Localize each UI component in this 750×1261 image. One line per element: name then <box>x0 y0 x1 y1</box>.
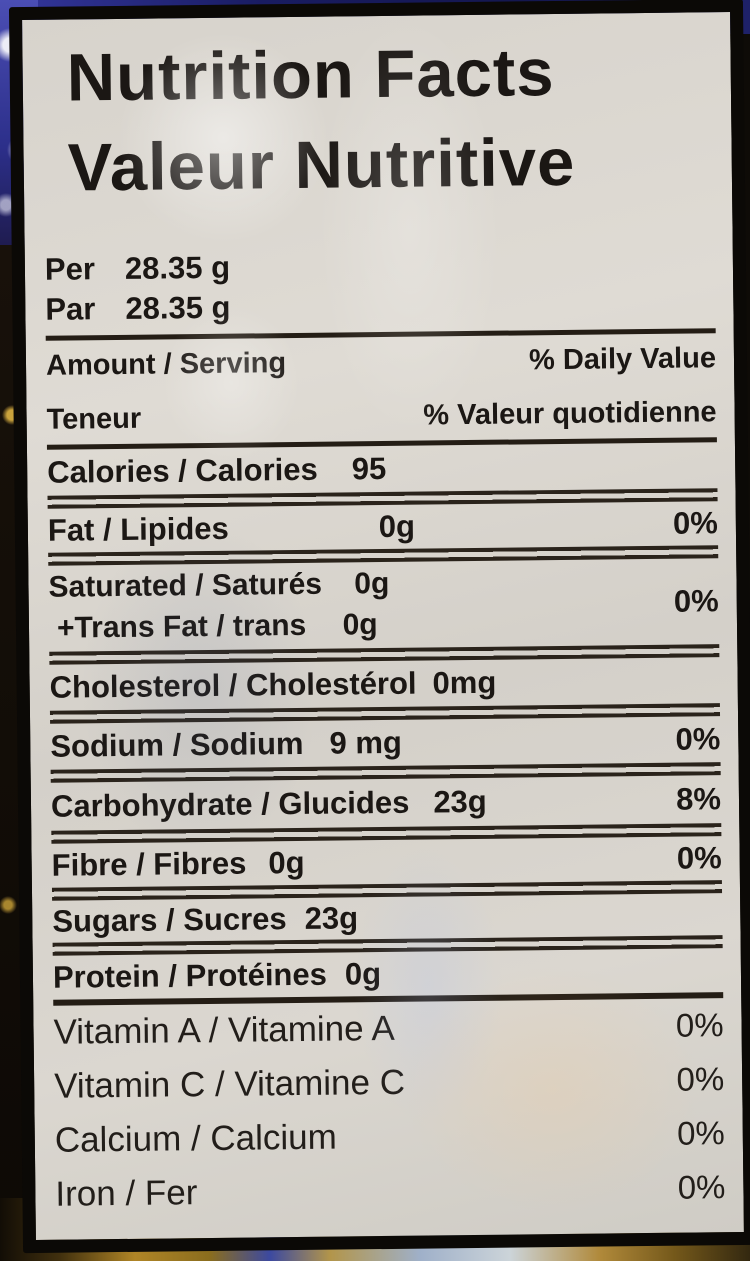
cholesterol-amount: 0mg <box>432 664 497 701</box>
saturated-trans-lines: Saturated / Saturés 0g +Trans Fat / tran… <box>48 562 390 652</box>
calcium-label: Calcium / Calcium <box>54 1117 338 1160</box>
row-fat-left: Fat / Lipides 0g <box>48 509 415 549</box>
row-protein: Protein / Protéines 0g <box>53 948 723 1000</box>
fibre-percent: 0% <box>676 840 722 876</box>
row-fat: Fat / Lipides 0g 0% <box>48 501 718 553</box>
row-saturated-trans: Saturated / Saturés 0g +Trans Fat / tran… <box>48 558 719 652</box>
daily-value-label: % Daily Value <box>528 342 717 377</box>
vitamin-a-label: Vitamin A / Vitamine A <box>53 1008 395 1052</box>
row-calories-left: Calories / Calories 95 <box>47 451 386 491</box>
protein-label: Protein / Protéines <box>52 956 328 995</box>
calcium-percent: 0% <box>676 1114 725 1152</box>
label-title: Nutrition Facts Valeur Nutritive <box>42 26 714 214</box>
sugars-label: Sugars / Sucres <box>52 901 287 939</box>
par-label: Par <box>45 291 96 327</box>
row-vitamin-c: Vitamin C / Vitamine C 0% <box>54 1052 725 1114</box>
row-fibre: Fibre / Fibres 0g 0% <box>51 836 721 888</box>
title-french: Valeur Nutritive <box>67 124 576 206</box>
row-calcium: Calcium / Calcium 0% <box>55 1106 726 1168</box>
fat-percent: 0% <box>672 505 719 541</box>
serving-par-row: Par 28.35 g <box>45 282 715 330</box>
row-carbohydrate: Carbohydrate / Glucides 23g 8% <box>51 775 722 831</box>
sodium-percent: 0% <box>675 721 721 757</box>
row-cholesterol: Cholesterol / Cholestérol 0mg <box>49 657 719 711</box>
carbohydrate-percent: 8% <box>675 781 722 817</box>
trans-amount: 0g <box>342 608 378 642</box>
trans-line: +Trans Fat / trans 0g <box>49 608 390 646</box>
row-sodium: Sodium / Sodium 9 mg 0% <box>50 716 720 770</box>
amount-serving-label: Amount / Serving <box>45 347 287 382</box>
saturated-trans-percent: 0% <box>673 583 719 619</box>
vitamin-a-percent: 0% <box>675 1006 724 1044</box>
carbohydrate-label: Carbohydrate / Glucides <box>50 784 410 824</box>
fibre-label: Fibre / Fibres <box>51 845 247 883</box>
protein-amount: 0g <box>344 956 382 992</box>
teneur-label: Teneur <box>46 402 142 436</box>
title-english: Nutrition Facts <box>66 35 555 116</box>
calories-amount: 95 <box>351 450 387 487</box>
fat-label: Fat / Lipides <box>47 510 229 548</box>
row-calories: Calories / Calories 95 <box>47 442 717 496</box>
calories-label: Calories / Calories <box>47 451 318 490</box>
row-sodium-left: Sodium / Sodium 9 mg <box>50 725 402 765</box>
sodium-amount: 9 mg <box>329 724 403 761</box>
sodium-label: Sodium / Sodium <box>50 725 304 764</box>
label-content: Nutrition Facts Valeur Nutritive Per 28.… <box>22 12 744 1240</box>
row-cholesterol-left: Cholesterol / Cholestérol 0mg <box>49 665 496 706</box>
fibre-amount: 0g <box>268 844 305 881</box>
vitamin-c-label: Vitamin C / Vitamine C <box>53 1062 406 1106</box>
saturated-amount: 0g <box>354 566 390 601</box>
trans-label: +Trans Fat / trans <box>56 608 307 645</box>
vitamin-c-percent: 0% <box>676 1060 725 1098</box>
serving-size-block: Per 28.35 g Par 28.35 g <box>45 242 716 330</box>
iron-percent: 0% <box>677 1168 726 1206</box>
row-iron: Iron / Fer 0% <box>55 1160 726 1222</box>
row-fibre-left: Fibre / Fibres 0g <box>51 845 304 884</box>
per-value: 28.35 g <box>124 249 231 286</box>
row-sugars-left: Sugars / Sucres 23g <box>52 900 358 939</box>
valeur-quotidienne-label: % Valeur quotidienne <box>423 396 717 432</box>
nutrition-facts-label: Nutrition Facts Valeur Nutritive Per 28.… <box>8 0 750 1254</box>
per-label: Per <box>44 251 96 287</box>
saturated-line: Saturated / Saturés 0g <box>48 567 389 605</box>
amount-header: Amount / Serving Teneur <box>46 347 287 437</box>
carbohydrate-amount: 23g <box>433 783 487 820</box>
row-protein-left: Protein / Protéines 0g <box>53 956 381 996</box>
par-value: 28.35 g <box>125 289 231 326</box>
daily-value-header: % Daily Value % Valeur quotidienne <box>423 342 717 432</box>
saturated-label: Saturated / Saturés <box>48 567 323 604</box>
row-carbohydrate-left: Carbohydrate / Glucides 23g <box>51 784 487 825</box>
sugars-amount: 23g <box>304 900 359 936</box>
row-vitamin-a: Vitamin A / Vitamine A 0% <box>53 998 724 1060</box>
column-header: Amount / Serving Teneur % Daily Value % … <box>46 333 717 445</box>
iron-label: Iron / Fer <box>55 1173 198 1214</box>
cholesterol-label: Cholesterol / Cholestérol <box>49 665 417 705</box>
fat-amount: 0g <box>378 508 416 545</box>
